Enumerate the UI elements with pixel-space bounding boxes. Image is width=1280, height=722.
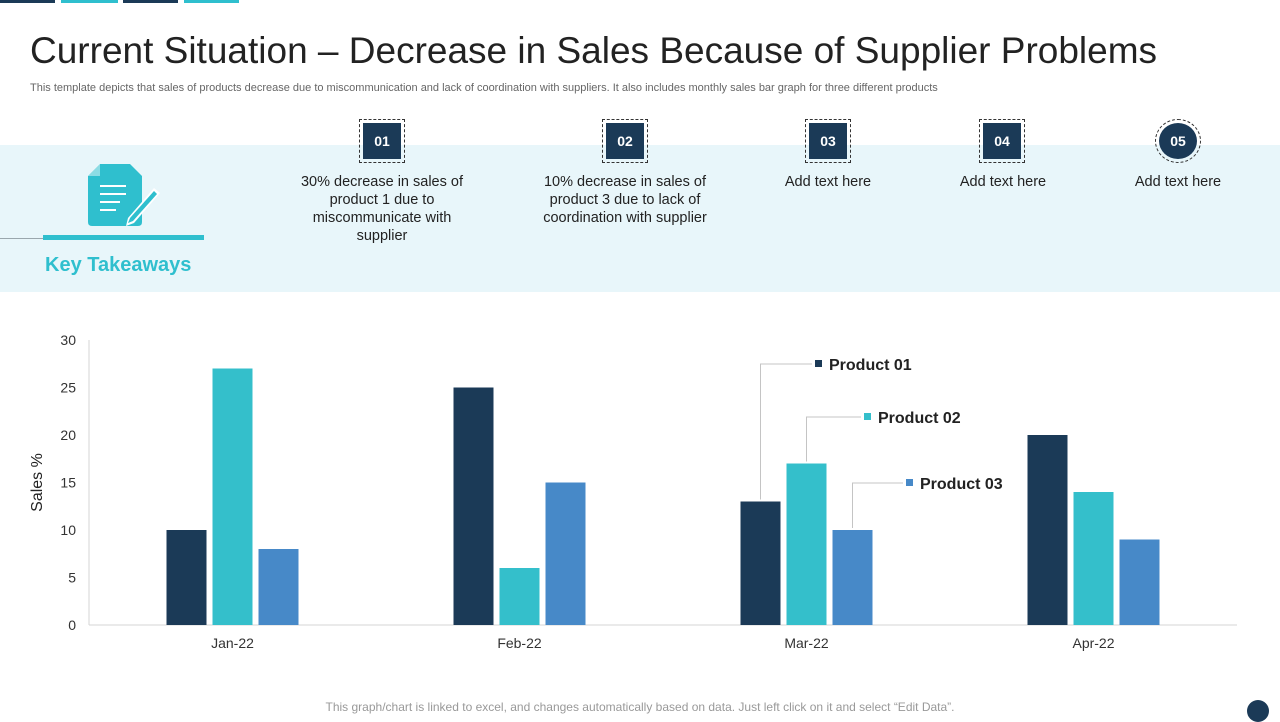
page-subtitle: This template depicts that sales of prod…: [30, 82, 938, 94]
bar-product-01-apr-22: [1027, 435, 1068, 625]
y-tick-label: 25: [60, 380, 76, 396]
step-text-03: Add text here: [784, 174, 872, 190]
legend-label: Product 02: [878, 410, 961, 427]
legend-label: Product 01: [829, 357, 912, 374]
top-accent-bar-4: [184, 0, 239, 3]
step-text-02: 10% decrease in sales of product 3 due t…: [543, 174, 707, 226]
legend-swatch: [864, 413, 871, 420]
bar-product-02-jan-22: [212, 368, 253, 625]
takeaways-band: [0, 145, 1280, 292]
footer-note: This graph/chart is linked to excel, and…: [325, 700, 955, 714]
sales-bar-chart: 0 5 10 15 20 25 30 Sales % Jan-22 Feb-22 Mar-22 Apr…: [29, 332, 1237, 651]
bar-product-03-jan-22: [258, 549, 299, 625]
legend-swatch: [906, 479, 913, 486]
bar-product-03-apr-22: [1119, 539, 1160, 625]
y-tick-label: 5: [68, 570, 76, 586]
corner-decoration: [1247, 700, 1269, 722]
key-takeaways-label: Key Takeaways: [45, 254, 192, 276]
takeaways-accent-bar: [43, 235, 204, 240]
bar-product-01-feb-22: [453, 387, 494, 625]
page-title: Current Situation – Decrease in Sales Be…: [30, 30, 1158, 71]
top-accent-bar-1: [0, 0, 55, 3]
x-tick-label: Mar-22: [784, 635, 829, 651]
step-text-04: Add text here: [959, 174, 1047, 190]
top-accent-bar-2: [61, 0, 118, 3]
step-badge-03: 03: [805, 119, 851, 163]
top-accent-bar-3: [123, 0, 178, 3]
bar-product-01-jan-22: [166, 530, 207, 625]
document-pen-icon: [88, 164, 160, 226]
step-badge-02: 02: [602, 119, 648, 163]
y-tick-label: 10: [60, 522, 76, 538]
step-text-05: Add text here: [1134, 174, 1222, 190]
step-badge-01: 01: [359, 119, 405, 163]
legend-leader-line: [806, 416, 861, 462]
legend-label: Product 03: [920, 476, 1003, 493]
step-badge-04: 04: [979, 119, 1025, 163]
x-tick-label: Jan-22: [211, 635, 254, 651]
x-tick-label: Apr-22: [1072, 635, 1114, 651]
legend-swatch: [815, 360, 822, 367]
bar-product-03-feb-22: [545, 482, 586, 625]
bar-product-01-mar-22: [740, 501, 781, 625]
y-tick-label: 30: [60, 332, 76, 348]
y-tick-label: 15: [60, 475, 76, 491]
step-badge-05: 05: [1155, 119, 1201, 163]
bar-product-02-apr-22: [1073, 492, 1114, 625]
y-axis-label: Sales %: [29, 453, 46, 512]
x-tick-label: Feb-22: [497, 635, 542, 651]
step-text-01: 30% decrease in sales of product 1 due t…: [300, 174, 463, 244]
legend-leader-line: [760, 363, 812, 500]
legend-leader-line: [852, 482, 903, 528]
takeaways-divider: [0, 238, 43, 239]
bar-product-02-feb-22: [499, 568, 540, 625]
bar-product-03-mar-22: [832, 530, 873, 625]
bar-product-02-mar-22: [786, 463, 827, 625]
y-tick-label: 0: [68, 617, 76, 633]
y-tick-label: 20: [60, 427, 76, 443]
